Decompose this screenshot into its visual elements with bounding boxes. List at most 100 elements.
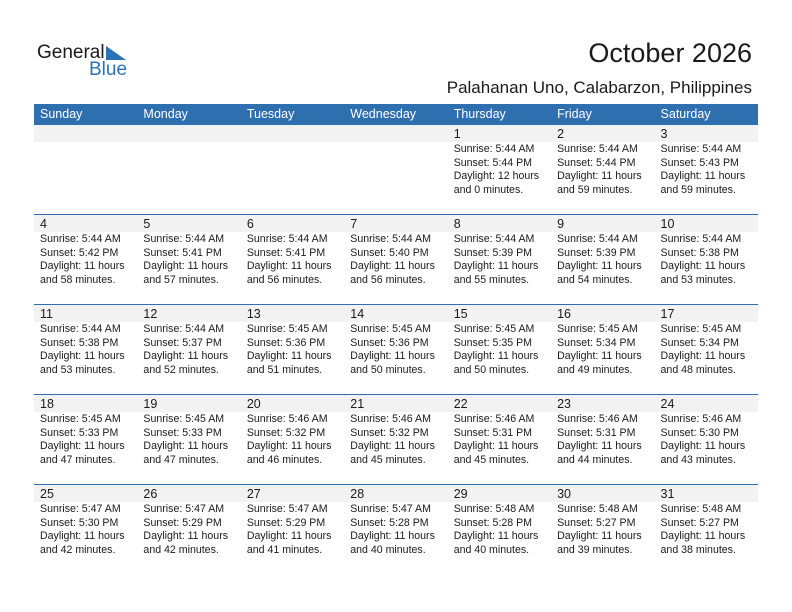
minutes-text: and 43 minutes. [660, 453, 736, 466]
sunrise-text: Sunrise: 5:44 AM [453, 233, 535, 245]
day-number: 22 [453, 397, 468, 411]
minutes-text: and 59 minutes. [557, 183, 633, 196]
date-band [344, 215, 448, 232]
day-number: 6 [246, 217, 254, 231]
sunrise-text: Sunrise: 5:44 AM [350, 233, 431, 245]
daylight-text: Daylight: 11 hours [453, 350, 539, 362]
minutes-text: and 49 minutes. [557, 363, 633, 376]
minutes-text: and 54 minutes. [557, 273, 633, 286]
date-band [137, 395, 241, 412]
daylight-text: Daylight: 11 hours [660, 350, 746, 362]
daylight-text: Daylight: 11 hours [246, 260, 332, 272]
sunset-text: Sunset: 5:30 PM [660, 426, 739, 439]
minutes-text: and 45 minutes. [350, 453, 426, 466]
sun-info: Sunrise: 5:44 AM Sunset: 5:41 PM Daylight:… [143, 233, 228, 287]
day-number: 30 [557, 487, 572, 501]
day-cell: 19 Sunrise: 5:45 AM Sunset: 5:33 PM Dayligh… [137, 395, 241, 485]
daylight-text: Daylight: 11 hours [143, 440, 229, 452]
minutes-text: and 59 minutes. [660, 183, 736, 196]
day-cell: 8 Sunrise: 5:44 AM Sunset: 5:39 PM Daylight… [447, 215, 552, 305]
daylight-text: Daylight: 11 hours [350, 440, 435, 452]
daylight-text: Daylight: 11 hours [660, 260, 746, 272]
sunset-text: Sunset: 5:27 PM [557, 516, 636, 529]
day-number: 13 [246, 307, 261, 321]
day-number: 11 [40, 307, 53, 321]
sunrise-text: Sunrise: 5:48 AM [453, 503, 535, 515]
date-band [34, 215, 138, 232]
minutes-text: and 39 minutes. [557, 543, 633, 556]
minutes-text: and 51 minutes. [246, 363, 323, 376]
daylight-text: Daylight: 11 hours [453, 440, 539, 452]
day-number: 1 [453, 127, 461, 141]
sunrise-text: Sunrise: 5:46 AM [453, 413, 535, 425]
date-band [34, 125, 138, 142]
day-number: 19 [143, 397, 158, 411]
sunset-text: Sunset: 5:28 PM [350, 516, 429, 529]
sunset-text: Sunset: 5:40 PM [350, 246, 429, 259]
day-cell: 15 Sunrise: 5:45 AM Sunset: 5:35 PM Dayligh… [447, 305, 552, 395]
minutes-text: and 50 minutes. [350, 363, 426, 376]
date-band [240, 215, 345, 232]
sun-info: Sunrise: 5:48 AM Sunset: 5:27 PM Daylight:… [557, 503, 642, 557]
day-cell: 12 Sunrise: 5:44 AM Sunset: 5:37 PM Dayligh… [137, 305, 241, 395]
minutes-text: and 46 minutes. [246, 453, 323, 466]
date-band [34, 305, 138, 322]
minutes-text: and 56 minutes. [246, 273, 323, 286]
date-band [344, 485, 448, 502]
sunrise-text: Sunrise: 5:46 AM [246, 413, 328, 425]
sunrise-text: Sunrise: 5:47 AM [246, 503, 328, 515]
day-cell: 1 Sunrise: 5:44 AM Sunset: 5:44 PM Daylight… [447, 125, 552, 215]
day-cell: 2 Sunrise: 5:44 AM Sunset: 5:44 PM Daylight… [551, 125, 655, 215]
day-number: 18 [40, 397, 54, 411]
sunset-text: Sunset: 5:32 PM [246, 426, 326, 439]
day-cell: 5 Sunrise: 5:44 AM Sunset: 5:41 PM Daylight… [137, 215, 241, 305]
date-band [551, 215, 655, 232]
minutes-text: and 40 minutes. [453, 543, 530, 556]
daylight-text: Daylight: 11 hours [350, 260, 435, 272]
daylight-text: Daylight: 11 hours [143, 260, 229, 272]
date-band [551, 395, 655, 412]
sunrise-text: Sunrise: 5:46 AM [660, 413, 742, 425]
daylight-text: Daylight: 11 hours [40, 350, 125, 362]
date-band [34, 485, 138, 502]
sunset-text: Sunset: 5:37 PM [143, 336, 222, 349]
sunset-text: Sunset: 5:32 PM [350, 426, 429, 439]
date-band [551, 305, 655, 322]
sun-info: Sunrise: 5:45 AM Sunset: 5:34 PM Daylight:… [557, 323, 642, 377]
sunset-text: Sunset: 5:35 PM [453, 336, 533, 349]
day-cell: 16 Sunrise: 5:45 AM Sunset: 5:34 PM Dayligh… [551, 305, 655, 395]
sunrise-text: Sunrise: 5:45 AM [350, 323, 431, 335]
minutes-text: and 40 minutes. [350, 543, 426, 556]
minutes-text: and 42 minutes. [143, 543, 219, 556]
day-number: 14 [350, 307, 365, 321]
sunrise-text: Sunrise: 5:44 AM [453, 143, 535, 155]
sunset-text: Sunset: 5:44 PM [557, 156, 636, 169]
minutes-text: and 53 minutes. [40, 363, 116, 376]
sun-info: Sunrise: 5:44 AM Sunset: 5:43 PM Daylight:… [661, 143, 746, 197]
day-cell: 18 Sunrise: 5:45 AM Sunset: 5:33 PM Dayligh… [34, 395, 138, 485]
page-title: October 2026 [588, 38, 752, 68]
week-row: 25 Sunrise: 5:47 AM Sunset: 5:30 PM Dayligh… [34, 484, 758, 575]
sunrise-text: Sunrise: 5:44 AM [143, 233, 225, 245]
date-band [240, 485, 345, 502]
day-number: 2 [557, 127, 565, 141]
date-band [344, 305, 448, 322]
day-number: 12 [143, 307, 158, 321]
empty-day-cell [344, 125, 448, 215]
date-band [344, 395, 448, 412]
daylight-text: Daylight: 11 hours [350, 530, 435, 542]
daylight-text: Daylight: 11 hours [246, 350, 332, 362]
sun-info: Sunrise: 5:46 AM Sunset: 5:32 PM Daylight:… [350, 413, 435, 467]
sunrise-text: Sunrise: 5:48 AM [660, 503, 742, 515]
minutes-text: and 42 minutes. [40, 543, 116, 556]
logo-text-general: General [37, 42, 105, 63]
empty-day-cell [137, 125, 241, 215]
sun-info: Sunrise: 5:44 AM Sunset: 5:44 PM Daylight:… [557, 143, 642, 197]
daylight-text: Daylight: 11 hours [246, 530, 332, 542]
sunrise-text: Sunrise: 5:44 AM [40, 323, 121, 335]
daylight-text: Daylight: 11 hours [557, 530, 642, 542]
day-cell: 22 Sunrise: 5:46 AM Sunset: 5:31 PM Dayligh… [447, 395, 552, 485]
sun-info: Sunrise: 5:45 AM Sunset: 5:33 PM Daylight:… [143, 413, 228, 467]
sun-info: Sunrise: 5:48 AM Sunset: 5:27 PM Daylight:… [661, 503, 746, 557]
sunset-text: Sunset: 5:41 PM [246, 246, 326, 259]
